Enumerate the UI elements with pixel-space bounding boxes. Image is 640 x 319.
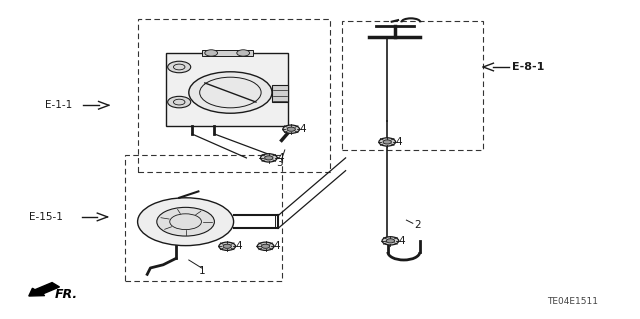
Text: E-8-1: E-8-1 <box>512 62 545 72</box>
FancyArrow shape <box>29 283 60 296</box>
Circle shape <box>383 140 392 144</box>
Circle shape <box>189 72 272 113</box>
Circle shape <box>265 156 273 160</box>
Circle shape <box>223 244 232 248</box>
Circle shape <box>168 96 191 108</box>
Bar <box>202 50 253 56</box>
Circle shape <box>283 125 300 133</box>
Circle shape <box>260 154 277 162</box>
Text: 4: 4 <box>300 124 306 134</box>
Circle shape <box>168 61 191 73</box>
Text: 2: 2 <box>415 220 421 230</box>
Circle shape <box>386 239 394 243</box>
Text: FR.: FR. <box>54 288 77 300</box>
Bar <box>272 85 288 102</box>
Text: 4: 4 <box>236 241 242 251</box>
Circle shape <box>219 242 236 250</box>
Circle shape <box>261 244 270 248</box>
Circle shape <box>287 127 296 131</box>
Text: 4: 4 <box>274 241 280 251</box>
Circle shape <box>138 198 234 246</box>
Text: 4: 4 <box>277 153 284 163</box>
Text: 4: 4 <box>396 137 402 147</box>
Text: 4: 4 <box>399 236 405 246</box>
FancyBboxPatch shape <box>166 53 288 126</box>
Text: 1: 1 <box>198 266 205 276</box>
Text: E-1-1: E-1-1 <box>45 100 72 110</box>
Circle shape <box>157 207 214 236</box>
Circle shape <box>205 50 218 56</box>
Text: TE04E1511: TE04E1511 <box>547 297 598 306</box>
Circle shape <box>237 50 250 56</box>
Text: E-15-1: E-15-1 <box>29 212 63 222</box>
Circle shape <box>379 138 396 146</box>
Circle shape <box>382 237 399 245</box>
Circle shape <box>257 242 274 250</box>
Text: 3: 3 <box>276 158 283 168</box>
